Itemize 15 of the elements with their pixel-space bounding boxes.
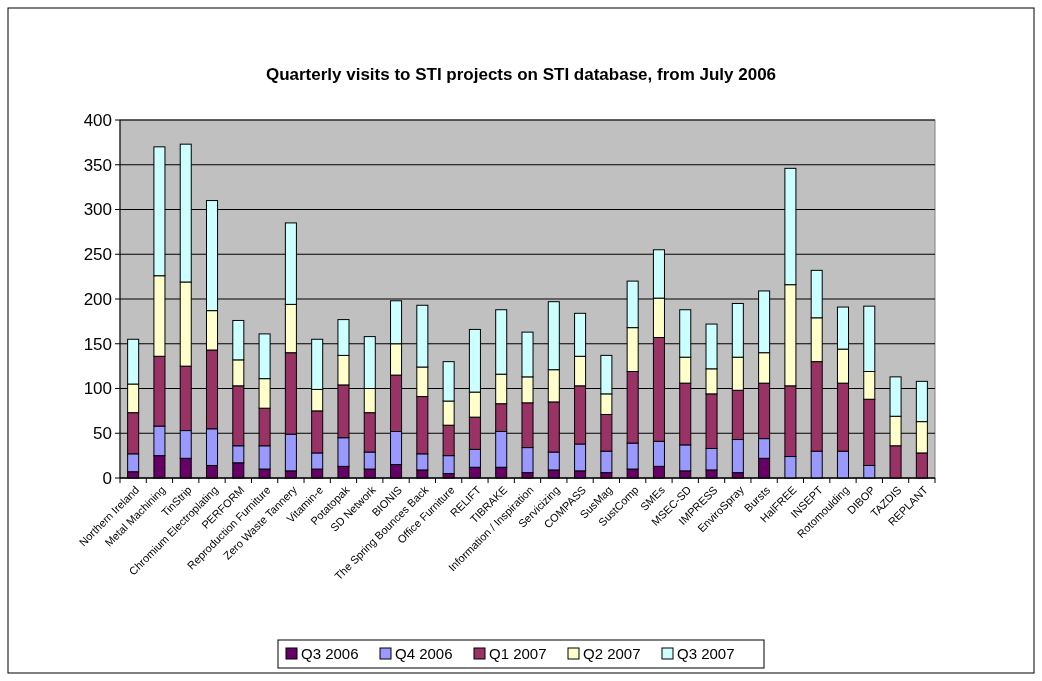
y-tick-label: 50: [93, 424, 112, 444]
y-tick-label: 350: [83, 155, 112, 175]
y-tick-label: 150: [83, 334, 112, 354]
chart-title: Quarterly visits to STI projects on STI database, from July 2006: [265, 65, 777, 84]
legend-label: Q2 2007: [583, 645, 641, 663]
legend-label: Q3 2007: [677, 645, 735, 663]
y-tick-label: 300: [83, 200, 112, 220]
legend-label: Q4 2006: [395, 645, 453, 663]
y-tick-label: 0: [102, 468, 112, 488]
legend-label: Q1 2007: [489, 645, 547, 663]
y-tick-label: 400: [83, 110, 112, 130]
y-tick-label: 100: [83, 379, 112, 399]
y-tick-label: 250: [83, 245, 112, 265]
y-tick-label: 200: [83, 289, 112, 309]
legend-label: Q3 2006: [301, 645, 359, 663]
